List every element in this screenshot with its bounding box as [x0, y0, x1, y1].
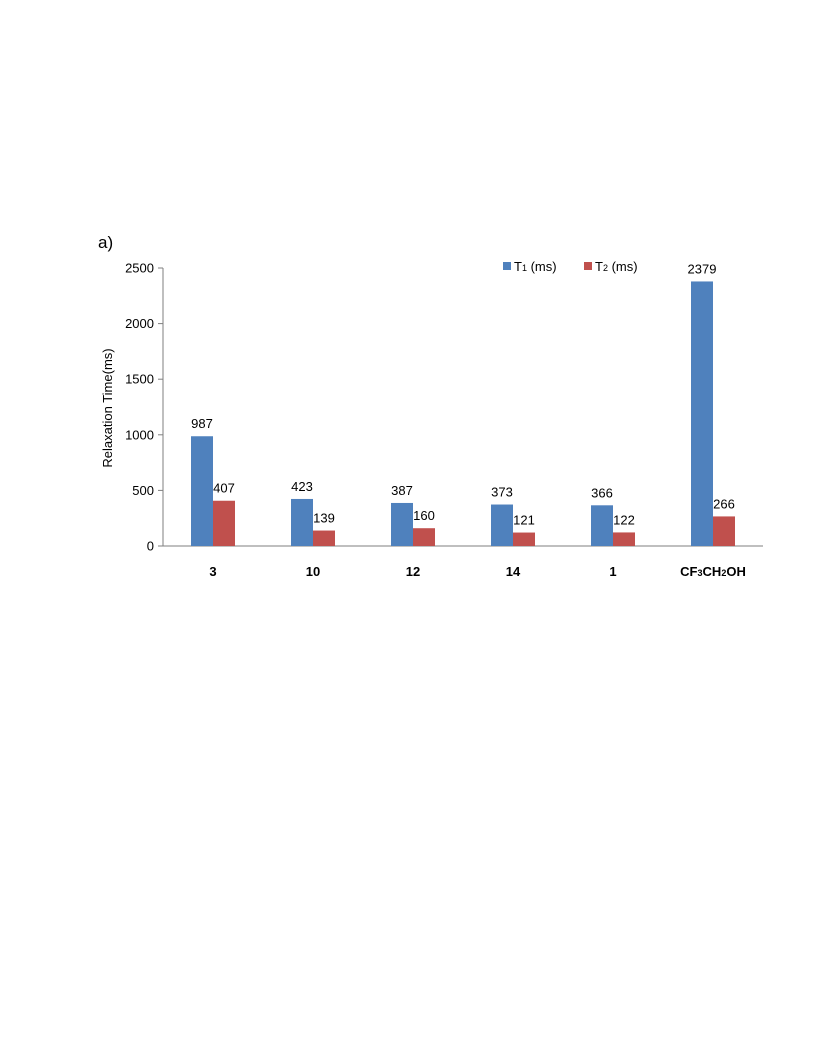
bar-t2	[213, 500, 235, 546]
y-tick-label: 2000	[125, 316, 154, 331]
data-label: 407	[213, 481, 235, 496]
x-category-label: 3	[209, 564, 216, 579]
data-label: 373	[491, 485, 513, 500]
y-tick-label: 2500	[125, 261, 154, 276]
data-label: 987	[191, 416, 213, 431]
bar-t2	[613, 532, 635, 546]
x-category-label: CF3CH2OH	[680, 564, 746, 579]
data-label: 139	[313, 511, 335, 526]
legend-label: T2 (ms)	[595, 259, 638, 274]
data-label: 266	[713, 496, 735, 511]
bar-t1	[391, 502, 413, 546]
bar-t1	[491, 504, 513, 546]
data-label: 366	[591, 485, 613, 500]
bar-t2	[713, 516, 735, 546]
legend-label: T1 (ms)	[514, 259, 557, 274]
y-tick-label: 500	[132, 483, 154, 498]
panel-label: a)	[98, 233, 113, 252]
bar-t1	[291, 498, 313, 546]
data-label: 2379	[688, 261, 717, 276]
bar-t1	[591, 505, 613, 546]
x-category-label: 10	[306, 564, 320, 579]
bar-t1	[691, 281, 713, 546]
data-label: 423	[291, 479, 313, 494]
bar-t1	[191, 436, 213, 546]
y-tick-label: 1500	[125, 372, 154, 387]
data-label: 160	[413, 508, 435, 523]
bar-t2	[413, 528, 435, 546]
data-label: 121	[513, 513, 535, 528]
y-tick-label: 0	[147, 539, 154, 554]
legend-swatch-t2	[584, 262, 592, 270]
data-label: 387	[391, 483, 413, 498]
y-axis-title: Relaxation Time(ms)	[100, 348, 115, 467]
plot-area: 0 500 1000 1500 2000 2500 987 407 3 423 139 10 38716…	[125, 259, 763, 579]
legend-swatch-t1	[503, 262, 511, 270]
x-category-label: 14	[506, 564, 521, 579]
x-category-label: 1	[609, 564, 616, 579]
data-label: 122	[613, 512, 635, 527]
x-category-label: 12	[406, 564, 420, 579]
bar-t2	[313, 530, 335, 546]
bar-t2	[513, 532, 535, 546]
y-tick-label: 1000	[125, 427, 154, 442]
